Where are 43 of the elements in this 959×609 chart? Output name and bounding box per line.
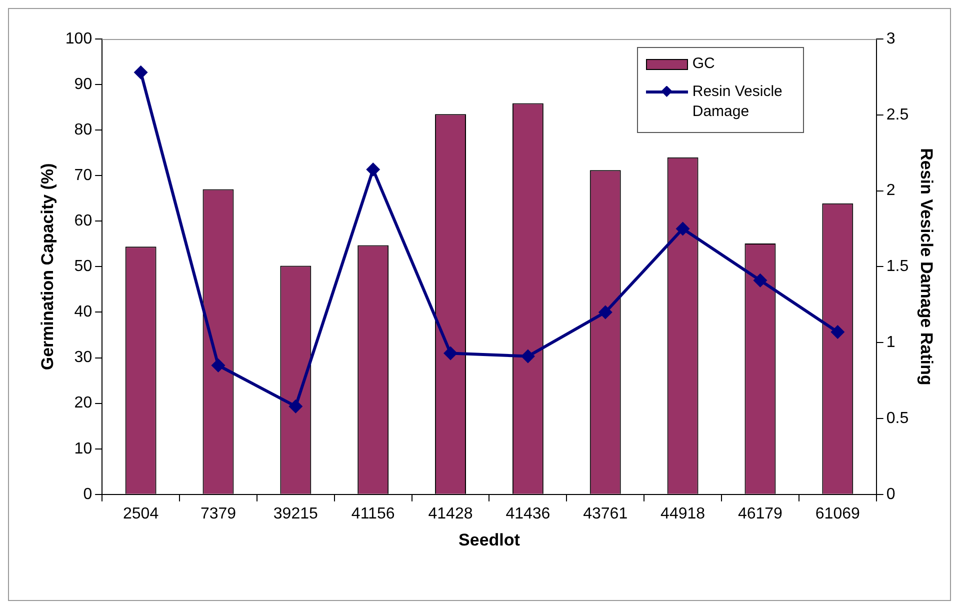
legend-label: GC <box>692 54 715 74</box>
x-tick-label: 2504 <box>123 505 159 522</box>
point <box>288 399 303 414</box>
y-tick-label: 70 <box>74 167 92 184</box>
y-tick-label: 90 <box>74 76 92 93</box>
y-tick-label: 10 <box>74 440 92 458</box>
y-tick-label: 30 <box>74 349 92 366</box>
point <box>366 162 380 177</box>
y-tick-label: 20 <box>74 394 92 412</box>
y-tick-label: 0 <box>83 486 92 503</box>
y-tick-label: 40 <box>74 304 92 321</box>
x-tick-label: 41156 <box>351 505 395 522</box>
y2-tick-label: 2 <box>886 182 896 200</box>
x-tick-label: 43761 <box>583 505 628 522</box>
y-axis-title: Germination Capacity (%) <box>38 163 57 370</box>
y2-tick-label: 0 <box>886 486 896 503</box>
point <box>211 358 226 372</box>
x-tick-label: 7379 <box>200 505 236 522</box>
y-tick-label: 80 <box>74 121 92 138</box>
y2-tick-label: 3 <box>886 30 896 48</box>
x-tick-label: 46179 <box>738 505 783 522</box>
point <box>444 346 458 360</box>
y-tick-label: 100 <box>65 30 92 48</box>
point <box>134 65 148 80</box>
y2-axis-title: Resin Vesicle Damage Rating <box>917 148 936 386</box>
point <box>830 324 845 339</box>
y-tick-label: 50 <box>74 258 92 276</box>
x-tick-label: 44918 <box>660 505 706 522</box>
x-tick-label: 41436 <box>506 505 550 522</box>
point <box>598 305 612 320</box>
y2-tick-label: 0.5 <box>886 410 909 427</box>
point <box>676 222 690 236</box>
x-tick-label: 61069 <box>815 505 860 522</box>
x-tick-label: 41428 <box>428 505 473 522</box>
point <box>520 349 535 364</box>
legend-label: Resin Vesicle Damage <box>692 82 784 122</box>
x-axis-title: Seedlot <box>458 530 520 550</box>
point <box>753 273 768 288</box>
y2-tick-label: 1 <box>886 334 896 352</box>
x-tick-label: 39215 <box>273 505 318 522</box>
y2-tick-label: 2.5 <box>886 106 909 124</box>
y2-tick-label: 1.5 <box>886 258 909 276</box>
y-tick-label: 60 <box>74 212 92 230</box>
